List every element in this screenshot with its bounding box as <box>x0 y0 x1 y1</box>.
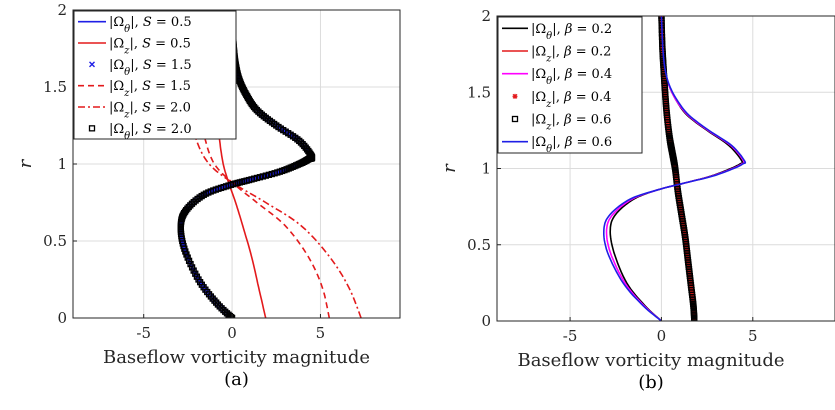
legend-marker <box>511 115 519 123</box>
data-point <box>299 141 306 148</box>
y-tick-label: 2 <box>481 7 491 25</box>
data-point <box>185 257 193 264</box>
legend: |Ωθ|, S = 0.5|Ωz|, S = 0.5|Ωθ|, S = 1.5|… <box>73 10 237 142</box>
legend-entry: |Ωz|, β = 0.6 <box>531 113 611 133</box>
y-tick-label: 1.5 <box>467 83 491 101</box>
series-5 <box>603 16 747 321</box>
data-point <box>189 264 196 271</box>
data-point <box>187 260 194 268</box>
x-tick-label: 0 <box>657 327 667 345</box>
y-tick-label: 2 <box>57 1 67 19</box>
legend-entry: |Ωz|, β = 0.2 <box>531 45 611 65</box>
data-point <box>223 310 231 317</box>
y-tick-label: 0 <box>57 309 67 327</box>
legend-entry: |Ωθ|, S = 0.5 <box>109 15 192 34</box>
x-axis-label: Baseflow vorticity magnitude <box>103 347 370 368</box>
y-tick-label: 0.5 <box>43 232 67 250</box>
legend-marker <box>89 61 95 68</box>
x-tick-label: 5 <box>316 324 326 342</box>
legend-entry: |Ωθ|, β = 0.2 <box>531 22 612 42</box>
data-point <box>222 308 229 315</box>
series-line <box>603 16 747 321</box>
legend-entry: |Ωθ|, S = 2.0 <box>109 122 192 142</box>
data-point <box>190 267 197 274</box>
y-tick-label: 1.5 <box>43 78 67 96</box>
data-point <box>301 142 308 150</box>
y-axis-label: r <box>439 163 460 173</box>
y-tick-label: 1 <box>57 155 67 173</box>
x-tick-label: 5 <box>748 327 758 345</box>
panel-a: -5 0 5 0 0.5 1 1.5 2 Baseflow vorticity magnitud… <box>15 1 401 390</box>
panel-b: -5 0 5 0 0.5 1 1.5 2 Baseflow vorticity magnitud… <box>439 7 835 393</box>
legend-entry: |Ωz|, S = 2.0 <box>109 101 191 121</box>
legend-marker <box>88 125 96 132</box>
data-point <box>187 202 194 209</box>
panel-caption: (b) <box>638 372 664 393</box>
y-tick-label: 0.5 <box>467 236 491 254</box>
legend-marker <box>512 93 518 99</box>
legend-entry: |Ωz|, S = 1.5 <box>109 79 191 99</box>
legend-entry: |Ωθ|, β = 0.4 <box>531 67 612 87</box>
y-tick-label: 0 <box>481 312 491 330</box>
x-tick-label: -5 <box>136 324 151 342</box>
legend-entry: |Ωz|, S = 0.5 <box>109 37 191 57</box>
legend: |Ωθ|, β = 0.2 |Ωz|, β = 0.2|Ωθ|, β = 0.4 |… <box>497 16 643 155</box>
data-point <box>185 203 192 211</box>
y-tick-label: 1 <box>481 160 491 178</box>
y-axis-label: r <box>15 158 36 168</box>
panel-caption: (a) <box>224 369 249 390</box>
x-axis-label: Baseflow vorticity magnitude <box>517 350 784 371</box>
x-tick-label: -5 <box>563 327 578 345</box>
legend-entry: |Ωθ|, β = 0.6 <box>531 135 612 155</box>
legend-entry: |Ωz|, β = 0.4 <box>531 90 611 110</box>
legend-entry: |Ωθ|, S = 1.5 <box>109 58 192 78</box>
x-tick-label: 0 <box>227 324 237 342</box>
data-point <box>188 264 196 271</box>
data-point <box>188 200 196 207</box>
